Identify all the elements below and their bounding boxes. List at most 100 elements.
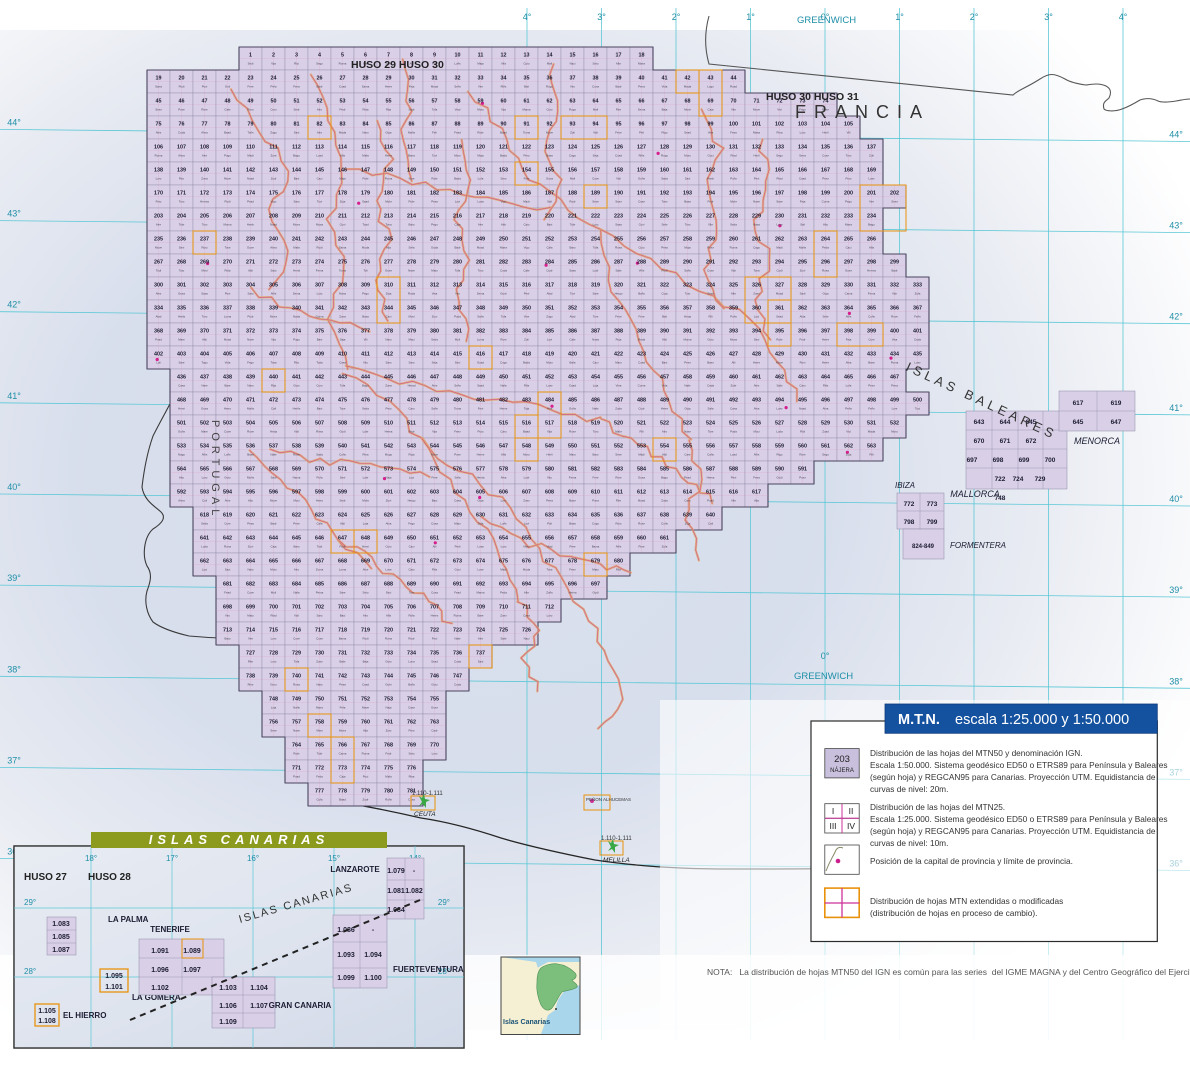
svg-text:773: 773 — [927, 501, 938, 508]
svg-text:13: 13 — [524, 53, 530, 59]
svg-text:597: 597 — [292, 490, 301, 496]
svg-text:1.103: 1.103 — [219, 985, 237, 992]
svg-text:40: 40 — [639, 76, 645, 82]
svg-text:Feci: Feci — [432, 637, 438, 641]
svg-text:312: 312 — [430, 283, 439, 289]
svg-text:588: 588 — [729, 467, 738, 473]
svg-text:Roro: Roro — [247, 108, 254, 112]
svg-text:566: 566 — [223, 467, 232, 473]
svg-text:Alad: Alad — [156, 315, 162, 319]
svg-text:Vidr: Vidr — [731, 269, 736, 273]
svg-text:510: 510 — [384, 421, 393, 427]
svg-text:667: 667 — [315, 559, 324, 565]
svg-text:503: 503 — [223, 421, 232, 427]
svg-text:670: 670 — [974, 438, 985, 445]
svg-text:Nasa: Nasa — [592, 338, 599, 342]
svg-text:Feja: Feja — [800, 200, 806, 204]
svg-text:438: 438 — [223, 375, 232, 381]
svg-text:322: 322 — [660, 283, 669, 289]
svg-text:Zuda: Zuda — [661, 499, 668, 503]
svg-text:278: 278 — [407, 260, 416, 266]
svg-text:Feda: Feda — [316, 775, 323, 779]
svg-text:16: 16 — [593, 53, 599, 59]
svg-text:756: 756 — [269, 720, 278, 726]
svg-text:1.110-1.111: 1.110-1.111 — [412, 791, 443, 797]
svg-text:Tovi: Tovi — [317, 200, 322, 204]
svg-text:248: 248 — [453, 237, 462, 243]
svg-text:Aldi: Aldi — [662, 338, 667, 342]
svg-text:85: 85 — [386, 122, 392, 128]
svg-text:617: 617 — [752, 490, 761, 496]
svg-text:Rija: Rija — [386, 108, 391, 112]
svg-text:(según hoja) y REGCAN95 para C: (según hoja) y REGCAN95 para Canarias. P… — [870, 772, 1156, 782]
svg-text:738: 738 — [246, 674, 255, 680]
svg-text:67: 67 — [662, 99, 668, 105]
svg-text:396: 396 — [798, 329, 807, 335]
svg-text:Rili: Rili — [869, 453, 873, 457]
svg-text:Loro: Loro — [501, 545, 507, 549]
svg-text:Herro: Herro — [316, 499, 324, 503]
svg-text:490: 490 — [683, 398, 692, 404]
svg-text:Movi: Movi — [201, 269, 207, 273]
svg-text:Loro: Loro — [202, 476, 208, 480]
svg-text:573: 573 — [384, 467, 393, 473]
svg-text:658: 658 — [591, 536, 600, 542]
svg-text:668: 668 — [338, 559, 347, 565]
svg-text:1.091: 1.091 — [151, 948, 169, 955]
svg-text:Puto: Puto — [478, 430, 484, 434]
svg-text:174: 174 — [246, 191, 255, 197]
svg-text:Guci: Guci — [455, 568, 461, 572]
svg-text:II: II — [849, 806, 854, 816]
svg-text:99: 99 — [708, 122, 714, 128]
svg-text:Distribución de las hojas del: Distribución de las hojas del MTN50 y de… — [870, 748, 1083, 758]
svg-text:Vibr: Vibr — [731, 108, 736, 112]
svg-text:659: 659 — [614, 536, 623, 542]
svg-text:Toja: Toja — [524, 407, 530, 411]
svg-text:448: 448 — [453, 375, 462, 381]
svg-text:Tove: Tove — [546, 568, 552, 572]
svg-text:674: 674 — [476, 559, 485, 565]
svg-text:203: 203 — [154, 214, 163, 220]
svg-text:Sema: Sema — [477, 292, 485, 296]
svg-text:91: 91 — [524, 122, 530, 128]
svg-text:478: 478 — [407, 398, 416, 404]
svg-text:Robr: Robr — [293, 752, 299, 756]
svg-text:Bago: Bago — [868, 223, 875, 227]
svg-text:413: 413 — [407, 352, 416, 358]
svg-text:292: 292 — [729, 260, 738, 266]
svg-text:Tovi: Tovi — [432, 154, 437, 158]
svg-text:443: 443 — [338, 375, 347, 381]
svg-text:1.105: 1.105 — [38, 1008, 56, 1015]
svg-text:546: 546 — [476, 444, 485, 450]
svg-text:Pere: Pere — [569, 545, 575, 549]
svg-text:Sead: Sead — [776, 315, 783, 319]
svg-text:53: 53 — [340, 99, 346, 105]
svg-text:Tofa: Tofa — [340, 384, 346, 388]
svg-text:317: 317 — [545, 283, 554, 289]
svg-text:634: 634 — [568, 513, 577, 519]
svg-text:69: 69 — [708, 99, 714, 105]
svg-text:Moro: Moro — [523, 453, 530, 457]
svg-text:417: 417 — [499, 352, 508, 358]
svg-text:Mañs: Mañs — [799, 246, 807, 250]
svg-text:536: 536 — [246, 444, 255, 450]
svg-text:Maez: Maez — [845, 223, 853, 227]
svg-text:442: 442 — [315, 375, 324, 381]
svg-text:729: 729 — [292, 651, 301, 657]
svg-text:Herad: Herad — [408, 384, 416, 388]
svg-text:Pego: Pego — [845, 200, 852, 204]
svg-text:Zuad: Zuad — [822, 430, 829, 434]
svg-text:Feve: Feve — [615, 131, 622, 135]
svg-text:Feto: Feto — [156, 200, 162, 204]
svg-text:476: 476 — [361, 398, 370, 404]
svg-text:279: 279 — [430, 260, 439, 266]
svg-text:Cabr: Cabr — [569, 338, 575, 342]
svg-text:Guna: Guna — [546, 177, 553, 181]
svg-text:Sana: Sana — [155, 85, 162, 89]
svg-text:254: 254 — [591, 237, 600, 243]
svg-text:146: 146 — [338, 168, 347, 174]
svg-text:NOTA: La distribución de hoj: NOTA: La distribución de hojas MTN50 del… — [707, 967, 1190, 977]
svg-text:383: 383 — [499, 329, 508, 335]
svg-text:Pena: Pena — [891, 384, 898, 388]
svg-text:636: 636 — [614, 513, 623, 519]
